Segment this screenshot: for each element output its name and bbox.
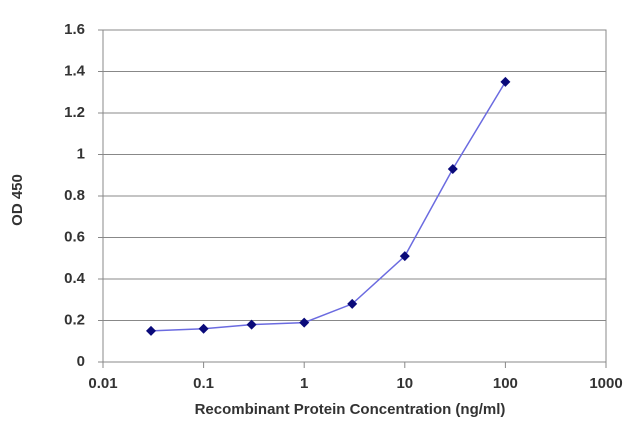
y-tick-label: 1.4 [64,62,86,79]
y-tick-label: 0.8 [64,187,85,204]
data-point [347,298,358,309]
data-point [198,323,209,334]
y-tick-label: 0.2 [64,311,85,328]
x-tick-label: 1000 [589,375,622,392]
x-axis-label: Recombinant Protein Concentration (ng/ml… [195,401,506,418]
x-tick-label: 0.1 [193,375,214,392]
data-line [150,81,507,332]
data-point [447,164,458,175]
y-tick-label: 0 [77,353,85,370]
data-point [299,317,310,328]
x-tick-label: 100 [493,375,518,392]
x-tick-label: 10 [396,375,413,392]
x-tick-label: 1 [300,375,308,392]
y-tick-label: 1.6 [64,21,85,38]
data-point [145,325,156,336]
x-tick-label: 0.01 [88,375,117,392]
y-tick-label: 1.2 [64,104,85,121]
y-tick-label: 1 [77,145,85,162]
data-point [399,251,410,262]
data-point [246,319,257,330]
y-axis-label: OD 450 [9,174,26,226]
y-tick-label: 0.6 [64,228,85,245]
data-point [500,76,511,87]
y-tick-label: 0.4 [64,270,86,287]
